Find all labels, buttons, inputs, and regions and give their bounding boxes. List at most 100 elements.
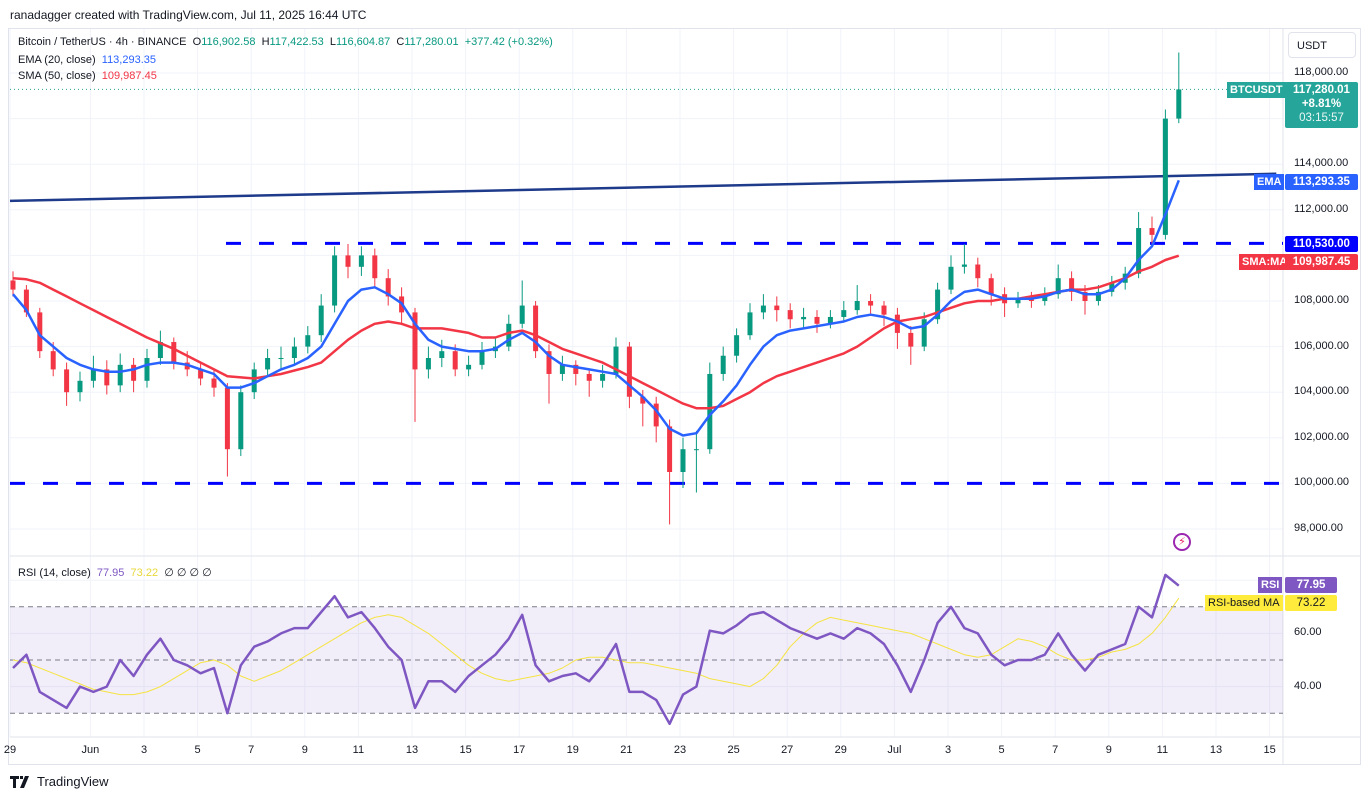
candle (680, 437, 686, 488)
candle-body (854, 301, 860, 311)
price-axis-label: 112,000.00 (1294, 202, 1349, 215)
time-axis-label: 3 (944, 744, 952, 756)
candle (10, 271, 16, 297)
candle (975, 257, 981, 288)
candle-body (707, 373, 713, 450)
bar-countdown: 03:15:57 (1299, 112, 1344, 124)
tradingview-logo-icon (10, 775, 29, 788)
candle (385, 269, 391, 306)
candle (921, 312, 927, 352)
candle-body (10, 280, 16, 290)
candle (760, 294, 766, 320)
candle (305, 326, 311, 354)
currency-button[interactable]: USDT (1288, 32, 1356, 58)
time-axis-label: 15 (459, 744, 472, 756)
last-price: 117,280.01 (1293, 84, 1350, 96)
symbol-name[interactable]: Bitcoin / TetherUS · 4h · BINANCE (18, 36, 187, 48)
candle (157, 330, 163, 365)
candle (251, 362, 257, 400)
candle-body (948, 266, 954, 290)
price-axis-label: 106,000.00 (1294, 339, 1350, 352)
candle-body (894, 314, 900, 333)
lightning-icon[interactable]: ⚡ (1173, 533, 1191, 551)
candle (747, 303, 753, 340)
candle-body (787, 310, 793, 320)
candle (881, 301, 887, 327)
time-axis-label: Jun (81, 744, 100, 756)
time-axis-label: 5 (998, 744, 1005, 756)
ema-legend-value: 113,293.35 (101, 54, 157, 66)
candle-body (224, 387, 230, 450)
chart-credit: ranadagger created with TradingView.com,… (10, 8, 367, 22)
candle-body (908, 332, 914, 347)
candle-body (452, 351, 458, 370)
candle-body (157, 342, 163, 358)
price-change-percent: +8.81% (1301, 98, 1342, 110)
price-tag-label: BTCUSDT (1227, 82, 1286, 98)
candle-body (921, 319, 927, 347)
candle (372, 248, 378, 288)
rsi-tag-label: RSI (1258, 577, 1283, 593)
candle-body (961, 264, 967, 267)
ema-legend[interactable]: EMA (20, close) 113,293.35 (18, 54, 156, 66)
candle-body (1109, 282, 1115, 292)
candle (224, 383, 230, 477)
candle (1002, 287, 1008, 317)
time-axis-label: 9 (301, 744, 308, 756)
rsi-ma-tag-label: RSI-based MA (1205, 595, 1283, 611)
candle-body (559, 364, 565, 374)
candle-body (104, 369, 110, 386)
ema-line (12, 179, 1180, 437)
candle-body (117, 364, 123, 386)
candle-body (278, 358, 284, 359)
candle-body (211, 378, 217, 388)
candle-body (935, 289, 941, 320)
ema-tag-label: EMA (1254, 174, 1285, 190)
candle-body (693, 449, 699, 451)
time-axis-label: 7 (1052, 744, 1059, 756)
candle-body (198, 369, 204, 379)
candle-body (144, 358, 150, 381)
candle (787, 303, 793, 329)
high-label: H (261, 36, 270, 48)
candle-body (64, 369, 70, 393)
tradingview-logo[interactable]: TradingView (10, 774, 109, 789)
candle (613, 337, 619, 379)
sma-legend[interactable]: SMA (50, close) 109,987.45 (18, 70, 157, 82)
candle-body (131, 364, 137, 381)
price-axis-label: 98,000.00 (1294, 522, 1343, 534)
time-axis-label: 27 (781, 744, 794, 756)
ema-tag: 113,293.35 (1285, 174, 1358, 190)
candle-body (23, 289, 29, 313)
candle (131, 358, 137, 393)
candle-body (546, 351, 552, 374)
candle-body (734, 335, 740, 356)
candle (801, 307, 807, 329)
time-axis-label: 3 (140, 744, 148, 756)
time-axis-label: 29 (834, 744, 847, 756)
candle (171, 337, 177, 370)
candle (90, 355, 96, 388)
candle-body (466, 364, 472, 370)
candle (774, 296, 780, 322)
candle-body (171, 342, 177, 363)
time-axis-label: 29 (3, 744, 17, 756)
rsi-legend[interactable]: RSI (14, close) 77.95 73.22 ∅ ∅ ∅ ∅ (18, 566, 212, 579)
candle (948, 255, 954, 295)
candle (144, 348, 150, 388)
price-axis-label: 108,000.00 (1294, 294, 1350, 306)
candle (198, 362, 204, 386)
candle-body (613, 346, 619, 374)
candle-body (1136, 228, 1142, 274)
time-axis-label: 11 (1156, 744, 1169, 756)
candle-body (238, 392, 244, 450)
candle-body (77, 380, 83, 393)
candle (600, 364, 606, 388)
time-axis-label: 11 (352, 744, 365, 756)
candle (1162, 109, 1168, 240)
candle (720, 346, 726, 381)
candle-body (760, 305, 766, 313)
candle (278, 346, 284, 370)
time-axis-label: 25 (727, 744, 740, 756)
